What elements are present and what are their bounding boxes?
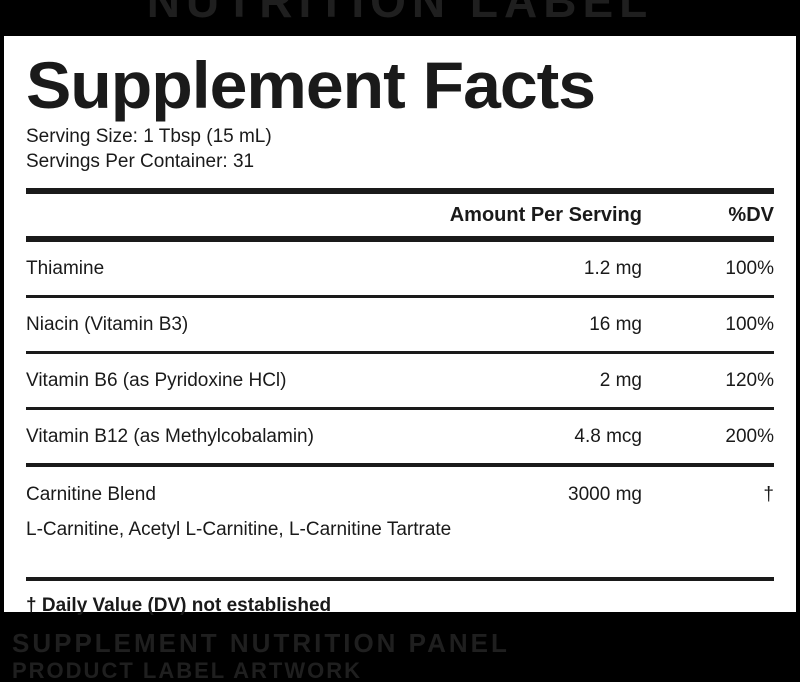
nutrient-amount: 4.8 mcg xyxy=(574,425,642,447)
blend-dagger-symbol: † xyxy=(763,484,774,505)
servings-per-container-line: Servings Per Container: 31 xyxy=(26,151,255,172)
serving-size-line: Serving Size: 1 Tbsp (15 mL) xyxy=(26,126,272,147)
nutrient-percent-dv: 100% xyxy=(725,313,774,335)
blend-name: Carnitine Blend xyxy=(26,484,156,505)
rule-above-blend xyxy=(26,463,774,467)
column-header-percent-dv: %DV xyxy=(728,203,774,226)
nutrient-name: Thiamine xyxy=(26,257,105,279)
blend-row: Carnitine Blend 3000 mg † xyxy=(26,467,774,517)
row-separator xyxy=(26,407,774,410)
nutrient-amount: 2 mg xyxy=(599,369,642,391)
rule-above-footnote xyxy=(26,577,774,581)
package-bottom-band-line1: SUPPLEMENT NUTRITION PANEL xyxy=(12,628,510,658)
nutrient-amount: 16 mg xyxy=(589,313,642,335)
nutrient-percent-dv: 120% xyxy=(725,369,774,391)
nutrient-amount: 1.2 mg xyxy=(583,257,642,279)
table-row: Niacin (Vitamin B3) 16 mg 100% xyxy=(26,298,774,351)
nutrient-percent-dv: 100% xyxy=(725,257,774,279)
nutrient-name: Vitamin B6 (as Pyridoxine HCl) xyxy=(26,369,287,391)
nutrient-name: Niacin (Vitamin B3) xyxy=(26,313,189,335)
column-header-row: Amount Per Serving %DV xyxy=(26,194,774,236)
package-top-band: NUTRITION LABEL xyxy=(0,0,800,32)
row-separator xyxy=(26,295,774,298)
daily-value-footnote: † Daily Value (DV) not established xyxy=(26,595,332,616)
package-bottom-band-line2: PRODUCT LABEL ARTWORK xyxy=(12,658,362,682)
blend-ingredients: L-Carnitine, Acetyl L-Carnitine, L-Carni… xyxy=(26,519,452,540)
supplement-facts-panel: Supplement Facts Serving Size: 1 Tbsp (1… xyxy=(0,32,800,616)
rule-above-column-header xyxy=(26,188,774,194)
rule-below-column-header xyxy=(26,236,774,242)
table-row: Thiamine 1.2 mg 100% xyxy=(26,242,774,295)
package-bottom-band: SUPPLEMENT NUTRITION PANEL PRODUCT LABEL… xyxy=(0,616,800,682)
table-row: Vitamin B6 (as Pyridoxine HCl) 2 mg 120% xyxy=(26,354,774,407)
nutrient-percent-dv: 200% xyxy=(725,425,774,447)
blend-bottom-spacer xyxy=(26,555,774,577)
supplement-facts-panel-inner: Supplement Facts Serving Size: 1 Tbsp (1… xyxy=(8,36,792,616)
blend-amount: 3000 mg xyxy=(568,484,642,505)
package-top-band-text: NUTRITION LABEL xyxy=(146,0,654,27)
table-row: Vitamin B12 (as Methylcobalamin) 4.8 mcg… xyxy=(26,410,774,463)
column-header-amount-per-serving: Amount Per Serving xyxy=(449,203,642,226)
nutrient-name: Vitamin B12 (as Methylcobalamin) xyxy=(26,425,314,447)
row-separator xyxy=(26,351,774,354)
supplement-facts-title: Supplement Facts xyxy=(26,48,596,122)
